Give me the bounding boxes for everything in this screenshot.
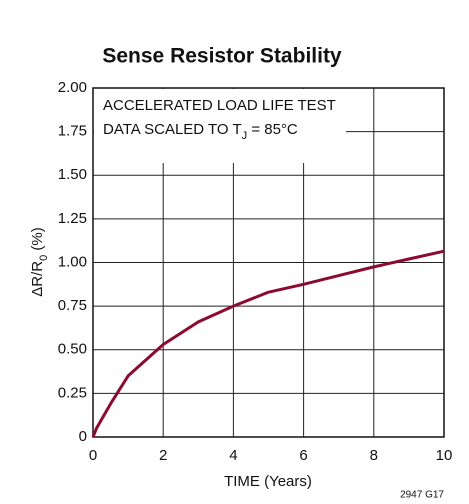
y-tick-label: 0.50 — [58, 341, 87, 358]
y-tick-label: 1.00 — [58, 253, 87, 270]
annotation-part: J — [242, 130, 248, 142]
y-label-part: (%) — [29, 227, 46, 255]
annotation-box — [94, 89, 346, 163]
y-tick-label: 2.00 — [58, 79, 87, 96]
annotation-part: ACCELERATED LOAD LIFE TEST — [103, 97, 336, 114]
y-label-sub: 0 — [38, 255, 50, 261]
footnote: 2947 G17 — [400, 490, 444, 501]
x-tick-label: 6 — [299, 447, 307, 464]
annotation: DATA SCALED TO TJ = 85°C — [103, 121, 298, 142]
y-tick-label: 0.25 — [58, 384, 87, 401]
x-tick-label: 4 — [229, 447, 237, 464]
y-axis-label: ΔR/R0 (%) — [29, 227, 50, 296]
annotation-part: = 85°C — [247, 121, 298, 138]
x-axis-label: TIME (Years) — [224, 473, 312, 490]
y-label-part: ΔR/R — [29, 261, 46, 297]
x-tick-label: 8 — [370, 447, 378, 464]
chart-title: Sense Resistor Stability — [102, 45, 342, 68]
y-tick-label: 1.50 — [58, 166, 87, 183]
x-tick-label: 2 — [159, 447, 167, 464]
plot-frame — [92, 87, 445, 438]
annotation: ACCELERATED LOAD LIFE TEST — [103, 97, 336, 114]
y-tick-label: 1.25 — [58, 210, 87, 227]
y-tick-label: 0 — [79, 428, 87, 445]
x-tick-label: 0 — [89, 447, 97, 464]
y-tick-label: 1.75 — [58, 123, 87, 140]
annotation-part: DATA SCALED TO T — [103, 121, 242, 138]
data-line — [91, 249, 445, 438]
y-tick-label: 0.75 — [58, 297, 87, 314]
x-tick-label: 10 — [436, 447, 453, 464]
